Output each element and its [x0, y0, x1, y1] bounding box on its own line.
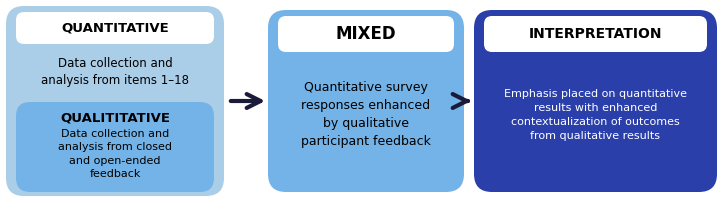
Text: Data collection and
analysis from items 1–18: Data collection and analysis from items …	[41, 57, 189, 87]
FancyBboxPatch shape	[474, 10, 717, 192]
FancyBboxPatch shape	[278, 16, 454, 52]
Text: QUANTITATIVE: QUANTITATIVE	[61, 21, 169, 35]
Text: QUALITITATIVE: QUALITITATIVE	[60, 112, 170, 124]
Text: Quantitative survey
responses enhanced
by qualitative
participant feedback: Quantitative survey responses enhanced b…	[301, 81, 431, 148]
FancyBboxPatch shape	[16, 12, 214, 44]
FancyBboxPatch shape	[16, 102, 214, 192]
Text: Emphasis placed on quantitative
results with enhanced
contextualization of outco: Emphasis placed on quantitative results …	[504, 89, 687, 141]
Text: MIXED: MIXED	[335, 25, 396, 43]
FancyBboxPatch shape	[484, 16, 707, 52]
Text: INTERPRETATION: INTERPRETATION	[529, 27, 662, 41]
Text: Data collection and
analysis from closed
and open-ended
feedback: Data collection and analysis from closed…	[58, 129, 172, 179]
FancyBboxPatch shape	[268, 10, 464, 192]
FancyBboxPatch shape	[6, 6, 224, 196]
